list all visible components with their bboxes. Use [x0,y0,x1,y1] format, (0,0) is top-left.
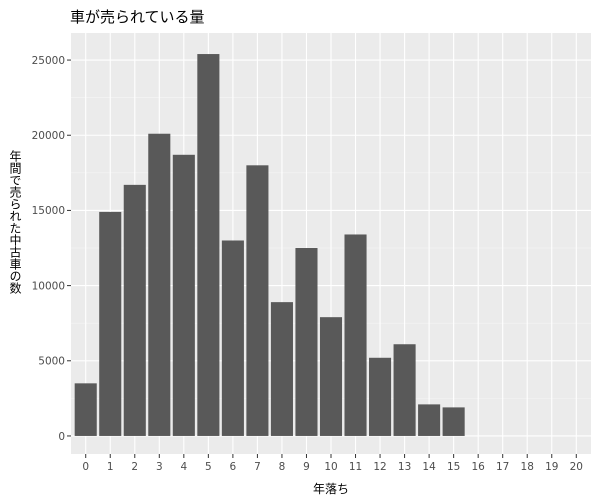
x-tick-label: 8 [279,461,286,473]
bar-2 [123,184,146,436]
bars [74,54,465,436]
bar-1 [99,211,122,436]
bar-5 [197,54,220,436]
y-axis-label: 年間で売られた中古車の数 [8,150,22,294]
x-tick-label: 18 [521,461,534,473]
y-tick-label: 5000 [38,356,65,368]
x-tick-label: 16 [471,461,485,473]
bar-10 [319,317,343,436]
x-axis-label: 年落ち [312,482,349,496]
bar-15 [442,407,465,436]
y-tick-label: 10000 [32,280,65,292]
bar-12 [369,357,392,436]
x-tick-label: 11 [349,461,362,473]
x-tick-label: 7 [254,461,261,473]
y-axis-ticks: 0 5000 10000 15000 20000 25000 [32,55,71,443]
x-tick-label: 5 [205,461,212,473]
bar-9 [295,248,318,436]
x-tick-label: 15 [447,461,460,473]
x-tick-label: 2 [131,461,138,473]
x-tick-label: 12 [373,461,386,473]
bar-14 [418,404,441,436]
y-tick-label: 20000 [32,130,65,142]
y-tick-label: 0 [58,431,65,443]
chart-title: 車が売られている量 [70,8,205,26]
bar-11 [344,234,367,436]
bar-4 [172,154,195,436]
bar-3 [148,133,171,436]
x-tick-label: 4 [180,461,187,473]
x-tick-label: 1 [107,461,114,473]
bar-8 [270,302,293,436]
x-tick-label: 9 [303,461,310,473]
x-tick-label: 10 [324,461,337,473]
y-tick-label: 25000 [32,55,65,67]
bar-7 [246,165,269,436]
x-tick-label: 3 [156,461,163,473]
x-tick-label: 17 [496,461,509,473]
bar-6 [221,240,244,436]
x-tick-label: 20 [570,461,583,473]
bar-0 [74,383,97,436]
x-tick-label: 0 [82,461,89,473]
x-tick-label: 14 [422,461,436,473]
x-axis-ticks: 0 1 2 3 4 5 6 7 8 9 10 11 12 13 14 15 16 17 18 19 20 [82,454,583,473]
bar-13 [393,344,416,436]
y-tick-label: 15000 [32,205,65,217]
x-tick-label: 13 [398,461,411,473]
x-tick-label: 6 [230,461,237,473]
x-tick-label: 19 [545,461,558,473]
